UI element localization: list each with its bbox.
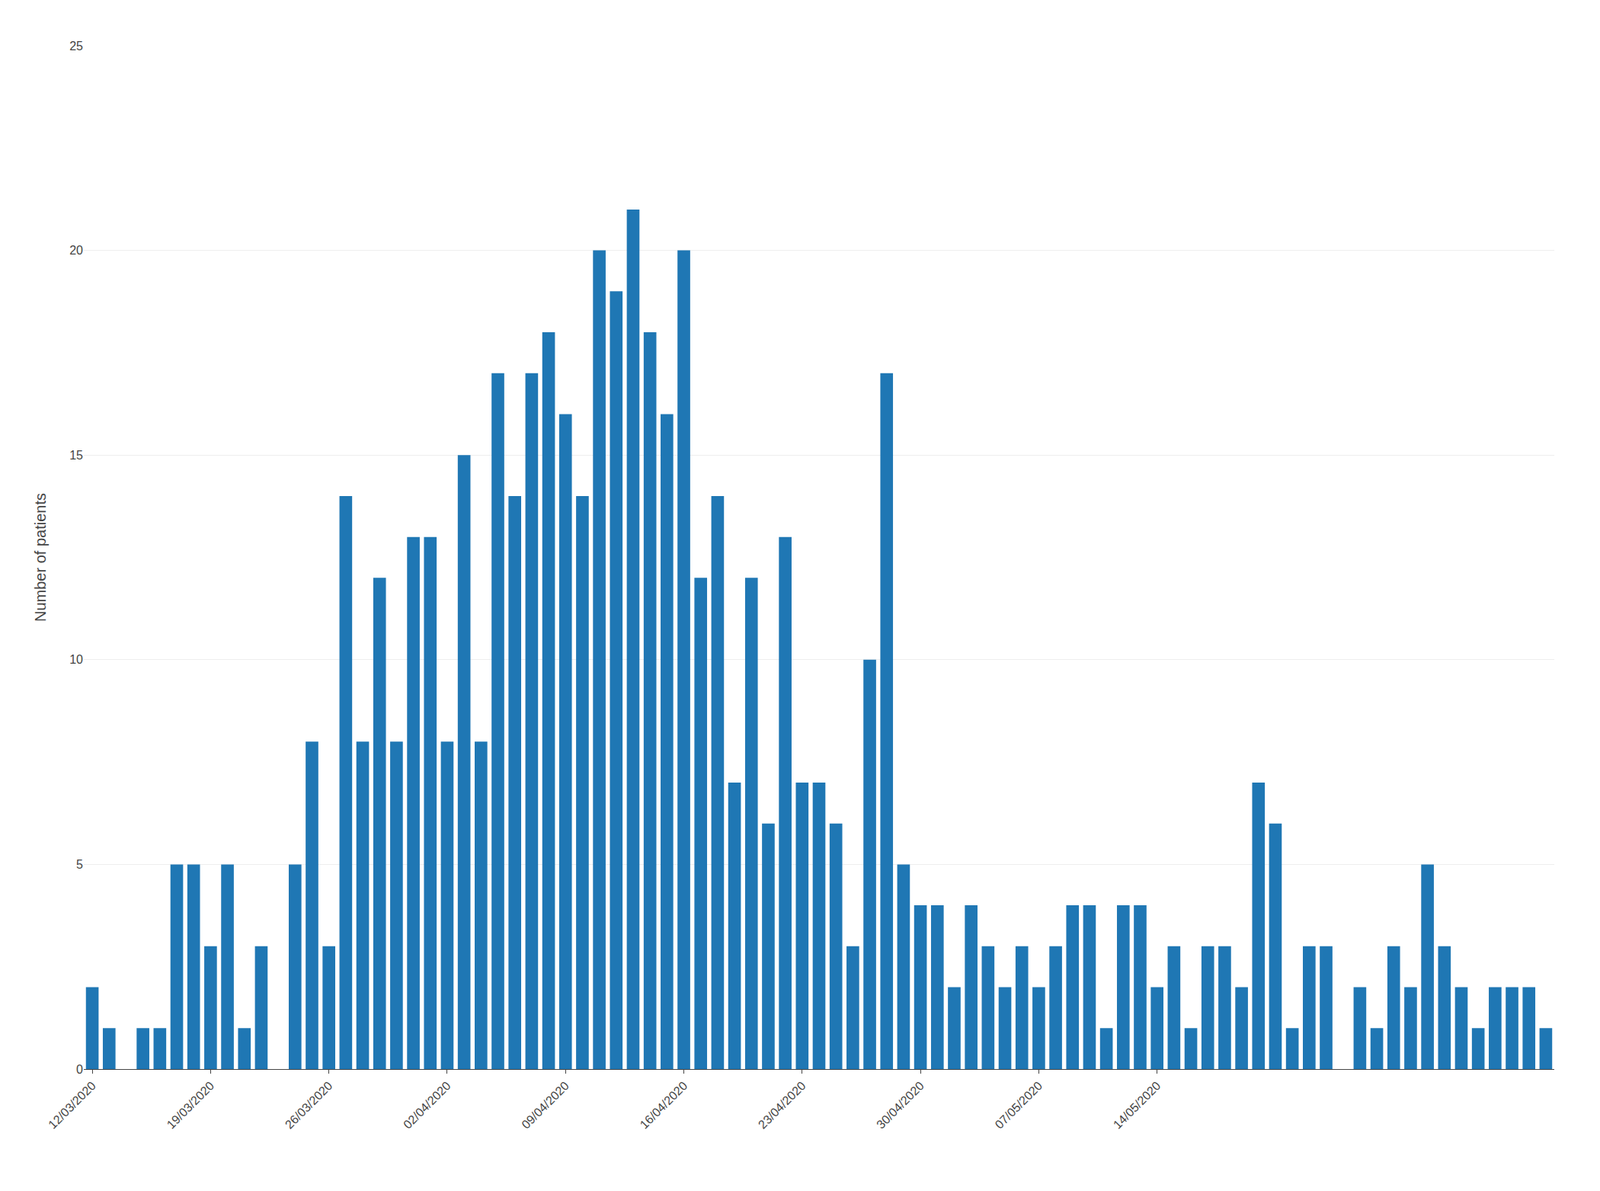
svg-text:15: 15 [69, 448, 84, 462]
svg-text:Number of patients: Number of patients [32, 492, 49, 622]
svg-text:16/04/2020: 16/04/2020 [637, 1078, 691, 1132]
svg-text:12/03/2020: 12/03/2020 [45, 1078, 99, 1132]
svg-text:0: 0 [76, 1062, 84, 1076]
svg-text:30/04/2020: 30/04/2020 [873, 1078, 927, 1132]
svg-text:14/05/2020: 14/05/2020 [1110, 1078, 1164, 1132]
svg-text:07/05/2020: 07/05/2020 [992, 1078, 1046, 1132]
svg-text:26/03/2020: 26/03/2020 [282, 1078, 336, 1132]
svg-text:02/04/2020: 02/04/2020 [400, 1078, 454, 1132]
svg-text:5: 5 [76, 857, 84, 871]
svg-text:19/03/2020: 19/03/2020 [164, 1078, 218, 1132]
svg-text:20: 20 [69, 243, 84, 257]
svg-text:25: 25 [69, 39, 84, 53]
svg-text:10: 10 [69, 652, 84, 666]
svg-text:09/04/2020: 09/04/2020 [518, 1078, 572, 1132]
svg-text:23/04/2020: 23/04/2020 [755, 1078, 809, 1132]
